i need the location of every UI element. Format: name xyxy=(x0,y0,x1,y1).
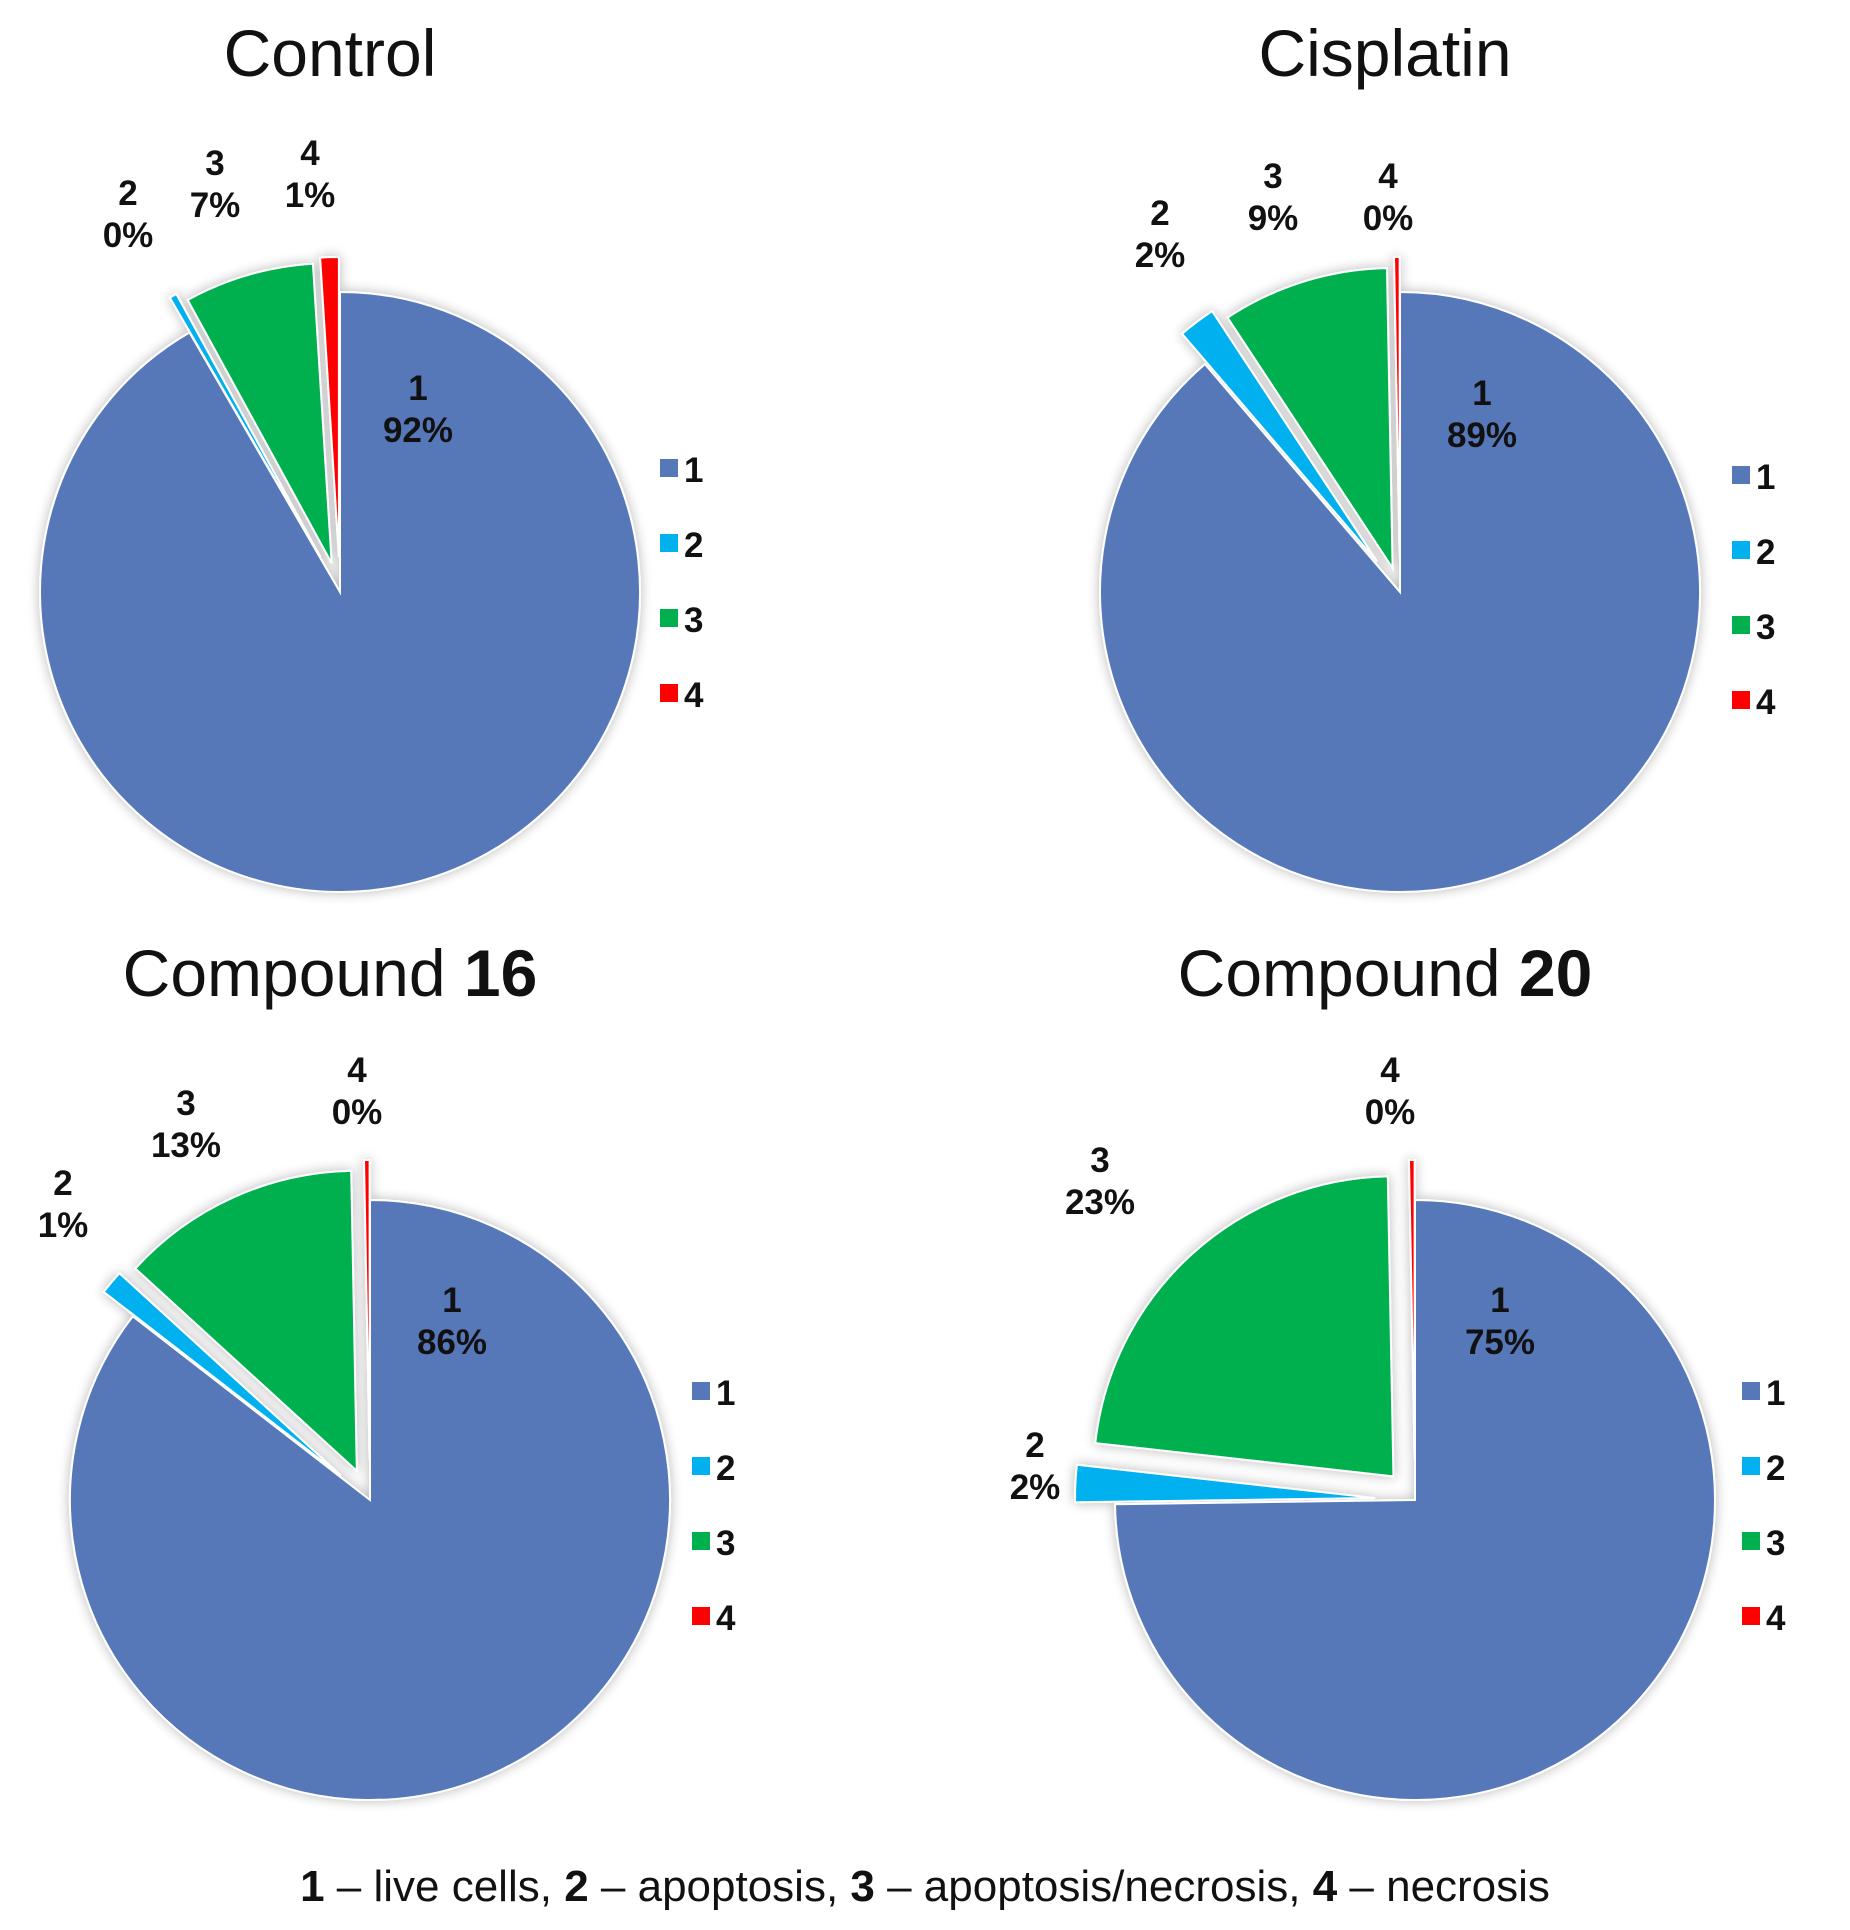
pie-slice-1 xyxy=(1114,1198,1716,1801)
pie-slice-2 xyxy=(168,292,322,558)
caption-part: 1 xyxy=(300,1862,324,1911)
chart-panel-cisplatin: Cisplatin 1 89% 2 2% 3 9% 4 0% 1 2 3 4 xyxy=(1098,16,1776,893)
pie-slices xyxy=(69,1158,671,1801)
caption-part: – apoptosis, xyxy=(589,1862,851,1911)
chart-panel-compound-20: Compound 20 1 75% 2 2% 3 23% 4 0% 1 2 3 4 xyxy=(1010,936,1786,1801)
legend-label-4: 4 xyxy=(684,676,704,715)
data-label-1: 1 86% xyxy=(417,1281,487,1362)
pie-data-labels: 1 89% 2 2% 3 9% 4 0% xyxy=(1135,157,1517,455)
data-label-3: 3 9% xyxy=(1248,157,1299,238)
chart-legend: 1 2 3 4 xyxy=(1742,1374,1786,1638)
legend-swatch-1 xyxy=(1742,1382,1760,1400)
pie-slices xyxy=(1098,256,1701,893)
legend-label-4: 4 xyxy=(716,1599,736,1638)
data-label-4: 4 0% xyxy=(1363,157,1414,238)
pie-slice-3 xyxy=(1094,1175,1395,1478)
legend-swatch-3 xyxy=(692,1532,710,1550)
pie-data-labels: 1 92% 2 0% 3 7% 4 1% xyxy=(103,134,453,450)
legend-swatch-4 xyxy=(1732,691,1750,709)
legend-swatch-1 xyxy=(692,1382,710,1400)
pie-slice-4 xyxy=(1393,256,1401,558)
pie-slice-4 xyxy=(362,1158,371,1461)
pie-slices xyxy=(1074,1158,1716,1801)
chart-legend: 1 2 3 4 xyxy=(1732,458,1776,722)
legend-swatch-3 xyxy=(1732,616,1750,634)
legend-label-4: 4 xyxy=(1766,1599,1786,1638)
pie-slice-2 xyxy=(1180,309,1378,563)
chart-title: Compound 16 xyxy=(123,936,538,1010)
pie-slice-4 xyxy=(319,256,340,558)
legend-swatch-2 xyxy=(692,1457,710,1475)
pie-slices xyxy=(39,256,641,893)
legend-label-2: 2 xyxy=(1756,533,1775,572)
data-label-1: 1 92% xyxy=(383,369,453,450)
legend-swatch-3 xyxy=(1742,1532,1760,1550)
chart-legend: 1 2 3 4 xyxy=(660,451,704,715)
legend-label-1: 1 xyxy=(1756,458,1775,497)
legend-swatch-4 xyxy=(1742,1607,1760,1625)
legend-label-1: 1 xyxy=(684,451,703,490)
data-label-1: 1 75% xyxy=(1465,1281,1535,1362)
pie-data-labels: 1 86% 2 1% 3 13% 4 0% xyxy=(38,1051,487,1362)
pie-data-labels: 1 75% 2 2% 3 23% 4 0% xyxy=(1010,1051,1535,1507)
legend-label-4: 4 xyxy=(1756,683,1776,722)
pie-slice-2 xyxy=(102,1271,342,1477)
caption-part: – necrosis xyxy=(1337,1862,1550,1911)
legend-label-2: 2 xyxy=(1766,1449,1785,1488)
data-label-2: 2 1% xyxy=(38,1164,89,1245)
data-label-2: 2 2% xyxy=(1010,1426,1061,1507)
chart-title: Cisplatin xyxy=(1258,16,1511,90)
caption-part: 2 xyxy=(564,1862,588,1911)
legend-label-3: 3 xyxy=(684,601,703,640)
legend-swatch-1 xyxy=(660,459,678,477)
data-label-2: 2 0% xyxy=(103,174,154,255)
caption-part: – live cells, xyxy=(325,1862,565,1911)
legend-swatch-2 xyxy=(1732,541,1750,559)
chart-panel-control: Control 1 92% 2 0% 3 7% 4 1% 1 2 3 4 xyxy=(39,16,704,893)
pie-slice-3 xyxy=(133,1169,358,1474)
legend-swatch-4 xyxy=(692,1607,710,1625)
chart-title: Control xyxy=(224,16,437,90)
data-label-4: 4 1% xyxy=(285,134,336,215)
pie-slice-3 xyxy=(186,262,333,564)
legend-swatch-1 xyxy=(1732,466,1750,484)
chart-title: Compound 20 xyxy=(1178,936,1593,1010)
legend-label-2: 2 xyxy=(716,1449,735,1488)
legend-swatch-2 xyxy=(660,534,678,552)
data-label-2: 2 2% xyxy=(1135,194,1186,275)
legend-label-3: 3 xyxy=(716,1524,735,1563)
caption-part: 4 xyxy=(1313,1862,1338,1911)
pie-slice-1 xyxy=(39,290,641,893)
data-label-1: 1 89% xyxy=(1447,374,1517,455)
legend-label-1: 1 xyxy=(716,1374,735,1413)
pie-slice-3 xyxy=(1226,267,1394,572)
pie-slice-1 xyxy=(69,1198,671,1801)
legend-label-1: 1 xyxy=(1766,1374,1785,1413)
data-label-3: 3 7% xyxy=(190,144,241,225)
chart-legend: 1 2 3 4 xyxy=(692,1374,736,1638)
legend-label-3: 3 xyxy=(1756,608,1775,647)
data-label-4: 4 0% xyxy=(332,1051,383,1132)
legend-label-2: 2 xyxy=(684,526,703,565)
data-label-3: 3 13% xyxy=(151,1084,221,1165)
figure-caption: 1 – live cells, 2 – apoptosis, 3 – apopt… xyxy=(300,1862,1550,1911)
legend-swatch-3 xyxy=(660,609,678,627)
pie-slice-4 xyxy=(1407,1158,1416,1461)
caption-part: – apoptosis/necrosis, xyxy=(875,1862,1313,1911)
legend-label-3: 3 xyxy=(1766,1524,1785,1563)
pie-slice-2 xyxy=(1074,1463,1376,1504)
pie-slice-1 xyxy=(1098,290,1701,893)
data-label-3: 3 23% xyxy=(1065,1141,1135,1222)
data-label-4: 4 0% xyxy=(1365,1051,1416,1132)
legend-swatch-2 xyxy=(1742,1457,1760,1475)
legend-swatch-4 xyxy=(660,684,678,702)
caption-part: 3 xyxy=(850,1862,874,1911)
chart-panel-compound-16: Compound 16 1 86% 2 1% 3 13% 4 0% 1 2 3 4 xyxy=(38,936,736,1801)
